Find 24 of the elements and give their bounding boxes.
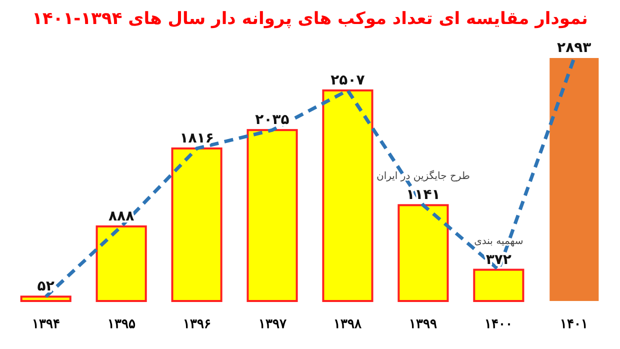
bar <box>171 147 222 302</box>
data-label: ۱۸۱۶ <box>180 130 214 146</box>
bar <box>473 268 524 302</box>
annotation: سهمیه بندی <box>474 236 524 247</box>
x-tick-label: ۱۴۰۱ <box>560 316 588 332</box>
x-tick-label: ۱۳۹۷ <box>258 316 288 332</box>
data-label: ۲۰۳۵ <box>255 112 290 128</box>
bar <box>20 296 72 302</box>
x-tick-label: ۱۳۹۶ <box>182 316 211 332</box>
data-label: ۵۲ <box>37 278 55 295</box>
x-tick-label: ۱۳۹۵ <box>107 316 136 332</box>
bar <box>322 89 374 302</box>
data-label: ۲۵۰۷ <box>330 72 366 88</box>
data-label: ۲۸۹۳ <box>557 40 592 56</box>
bar <box>246 129 298 302</box>
data-label: ۸۸۸ <box>108 208 135 224</box>
bar <box>96 225 147 302</box>
x-tick-label: ۱۳۹۸ <box>334 316 363 332</box>
chart-title: نمودار مقایسه ای تعداد موکب های پروانه دار سال های ۱۳۹۴-۱۴۰۱ <box>32 9 588 29</box>
annotation: طرح جایگزین در ایران <box>376 170 470 182</box>
x-tick-label: ۱۳۹۴ <box>32 316 60 332</box>
bar <box>398 204 449 302</box>
x-tick-label: ۱۴۰۰ <box>484 316 513 332</box>
x-tick-label: ۱۳۹۹ <box>409 316 438 332</box>
